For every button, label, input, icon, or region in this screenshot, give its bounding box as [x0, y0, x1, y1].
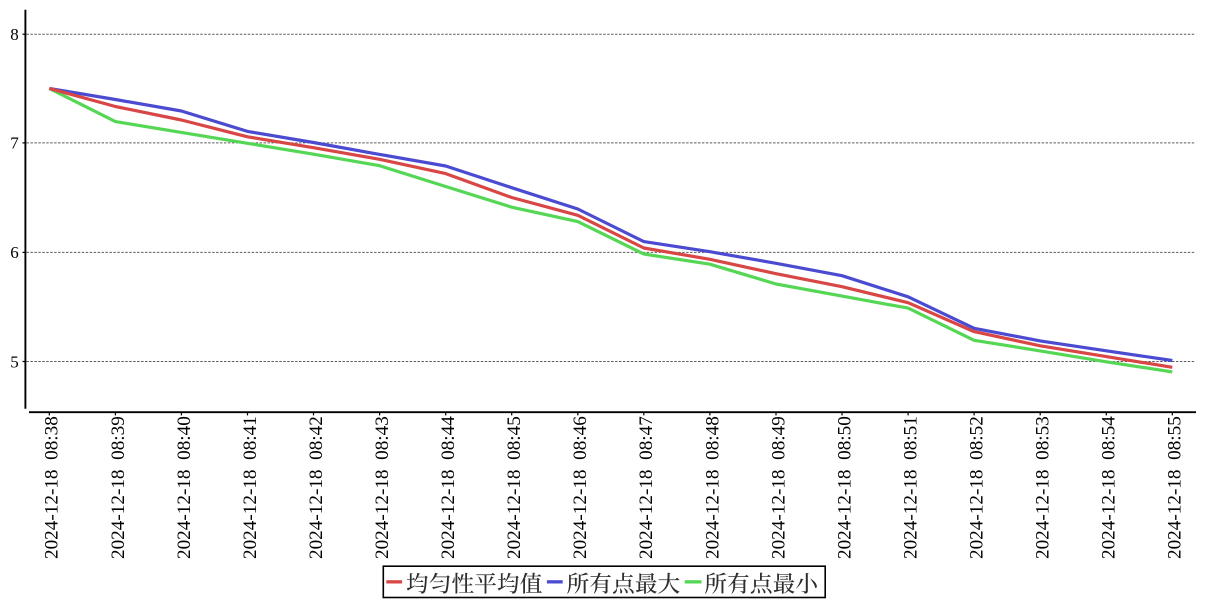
svg-text:2024-12-18 08:47: 2024-12-18 08:47: [636, 416, 657, 559]
svg-text:2024-12-18 08:44: 2024-12-18 08:44: [438, 416, 459, 559]
svg-text:2024-12-18 08:52: 2024-12-18 08:52: [966, 416, 987, 559]
svg-text:2024-12-18 08:41: 2024-12-18 08:41: [240, 416, 261, 559]
svg-text:2024-12-18 08:45: 2024-12-18 08:45: [504, 416, 525, 559]
svg-text:2024-12-18 08:39: 2024-12-18 08:39: [108, 416, 129, 559]
svg-text:2024-12-18 08:53: 2024-12-18 08:53: [1033, 416, 1054, 559]
svg-text:6: 6: [10, 243, 19, 262]
svg-text:8: 8: [10, 25, 19, 44]
svg-text:2024-12-18 08:51: 2024-12-18 08:51: [900, 416, 921, 559]
svg-text:7: 7: [10, 134, 19, 153]
svg-text:2024-12-18 08:43: 2024-12-18 08:43: [372, 416, 393, 559]
svg-text:2024-12-18 08:40: 2024-12-18 08:40: [174, 416, 195, 559]
svg-text:2024-12-18 08:55: 2024-12-18 08:55: [1165, 416, 1186, 559]
svg-text:2024-12-18 08:50: 2024-12-18 08:50: [834, 416, 855, 559]
svg-text:2024-12-18 08:42: 2024-12-18 08:42: [306, 416, 327, 559]
svg-text:2024-12-18 08:54: 2024-12-18 08:54: [1099, 416, 1120, 559]
svg-text:2024-12-18 08:49: 2024-12-18 08:49: [768, 416, 789, 559]
svg-text:2024-12-18 08:46: 2024-12-18 08:46: [570, 416, 591, 559]
svg-text:2024-12-18 08:38: 2024-12-18 08:38: [42, 416, 63, 559]
svg-text:5: 5: [10, 352, 19, 371]
svg-text:2024-12-18 08:48: 2024-12-18 08:48: [702, 416, 723, 559]
